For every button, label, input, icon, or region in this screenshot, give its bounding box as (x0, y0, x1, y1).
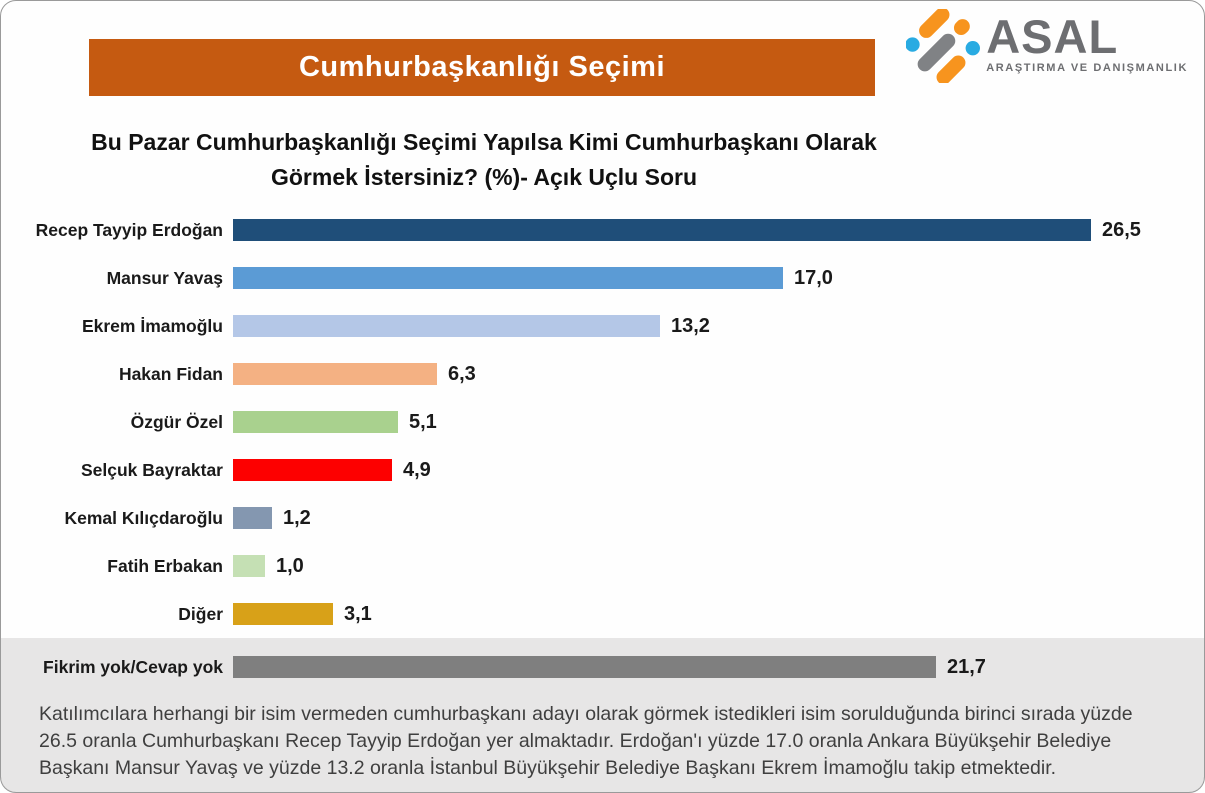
asal-logo-icon (906, 9, 981, 83)
bar (233, 267, 783, 289)
brand-logo: ASAL ARAŞTIRMA VE DANIŞMANLIK (906, 9, 1188, 83)
bar-label: Fatih Erbakan (107, 555, 223, 576)
bar (233, 507, 272, 529)
bar-value: 1,0 (276, 554, 304, 577)
summary-section: Fikrim yok/Cevap yok 21,7 Katılımcılara … (1, 638, 1204, 792)
bar-value: 5,1 (409, 410, 437, 433)
bar-value: 21,7 (947, 655, 986, 678)
page-title: Cumhurbaşkanlığı Seçimi (298, 51, 666, 83)
chart-row: Hakan Fidan 6,3 (1, 350, 1204, 398)
logo-subtitle: ARAŞTIRMA VE DANIŞMANLIK (986, 61, 1188, 74)
bar (233, 656, 936, 678)
chart-row: Kemal Kılıçdaroğlu 1,2 (1, 494, 1204, 542)
bar-chart: Recep Tayyip Erdoğan 26,5 Mansur Yavaş 1… (1, 194, 1204, 638)
bar-label: Recep Tayyip Erdoğan (35, 219, 223, 240)
chart-row: Mansur Yavaş 17,0 (1, 254, 1204, 302)
bar (233, 555, 265, 577)
bar (233, 315, 660, 337)
title-banner: Cumhurbaşkanlığı Seçimi (89, 39, 875, 96)
bar-value: 3,1 (344, 602, 372, 625)
chart-row: Fatih Erbakan 1,0 (1, 542, 1204, 590)
bar (233, 411, 398, 433)
bar-value: 4,9 (403, 458, 431, 481)
bar (233, 603, 333, 625)
chart-row: Selçuk Bayraktar 4,9 (1, 446, 1204, 494)
summary-text: Katılımcılara herhangi bir isim vermeden… (39, 703, 1133, 779)
chart-row: Diğer 3,1 (1, 590, 1204, 638)
logo-text: ASAL ARAŞTIRMA VE DANIŞMANLIK (986, 9, 1188, 74)
bar-label: Ekrem İmamoğlu (81, 315, 223, 336)
bar-value: 6,3 (448, 362, 476, 385)
bar (233, 219, 1091, 241)
bar-value: 26,5 (1102, 218, 1141, 241)
bar-label: Hakan Fidan (118, 363, 223, 384)
bar (233, 363, 437, 385)
bar-label: Fikrim yok/Cevap yok (43, 656, 223, 677)
chart-row: Fikrim yok/Cevap yok 21,7 (1, 643, 1204, 691)
bar-label: Kemal Kılıçdaroğlu (64, 507, 223, 528)
bar-label: Mansur Yavaş (106, 267, 223, 288)
bar-label: Diğer (178, 603, 223, 624)
bar-value: 13,2 (671, 314, 710, 337)
chart-row: Özgür Özel 5,1 (1, 398, 1204, 446)
bar-label: Selçuk Bayraktar (80, 459, 223, 480)
question-title: Bu Pazar Cumhurbaşkanlığı Seçimi Yapılsa… (91, 129, 877, 190)
logo-name: ASAL (986, 10, 1119, 63)
report-header: Cumhurbaşkanlığı Seçimi ASAL ARAŞTIRMA V… (1, 1, 1204, 111)
bar-value: 1,2 (283, 506, 311, 529)
bar-label: Özgür Özel (130, 411, 223, 432)
chart-row: Recep Tayyip Erdoğan 26,5 (1, 206, 1204, 254)
bar-value: 17,0 (794, 266, 833, 289)
bar (233, 459, 392, 481)
chart-row: Ekrem İmamoğlu 13,2 (1, 302, 1204, 350)
